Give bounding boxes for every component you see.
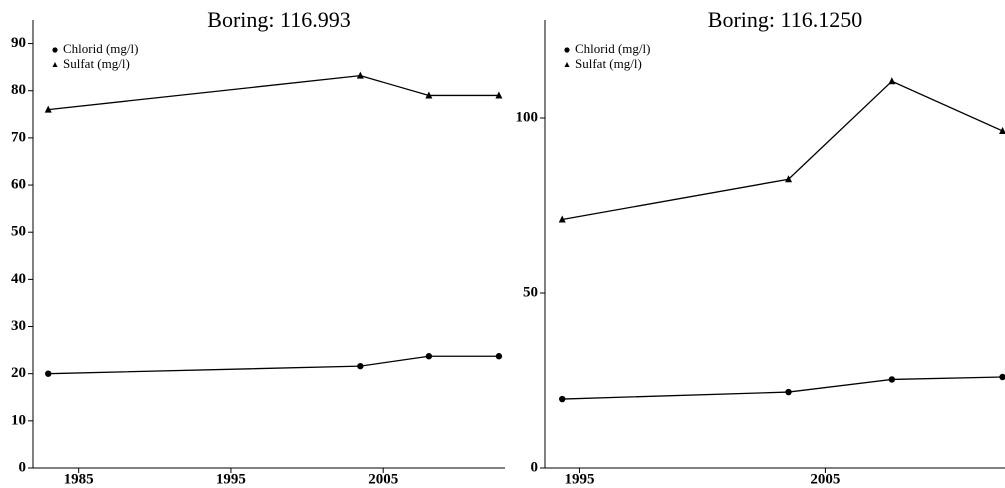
marker <box>356 71 364 79</box>
y-tick-label: 20 <box>11 365 26 381</box>
legend-symbol <box>564 62 570 67</box>
marker <box>785 388 792 396</box>
marker <box>495 91 503 99</box>
legend-symbol <box>52 62 58 67</box>
legend-symbol <box>52 47 58 53</box>
y-tick-label: 10 <box>11 412 26 428</box>
legend-label: Chlorid (mg/l) <box>575 41 650 56</box>
y-tick-label: 50 <box>523 284 538 300</box>
marker <box>357 362 364 370</box>
y-tick-label: 90 <box>11 35 26 51</box>
legend-label: Chlorid (mg/l) <box>63 41 138 56</box>
y-tick-label: 30 <box>11 318 26 334</box>
marker <box>495 353 503 360</box>
y-tick-label: 0 <box>19 459 27 475</box>
y-tick-label: 40 <box>11 271 26 287</box>
y-tick-label: 80 <box>11 82 26 98</box>
marker <box>559 395 566 403</box>
marker <box>999 373 1005 381</box>
y-tick-label: 50 <box>11 224 26 240</box>
marker <box>425 353 433 360</box>
legend-label: Sulfat (mg/l) <box>575 56 642 71</box>
y-tick-label: 100 <box>516 109 539 125</box>
x-tick-label: 1995 <box>216 471 246 487</box>
marker <box>425 91 433 99</box>
marker <box>45 370 52 377</box>
x-tick-label: 2005 <box>810 471 840 487</box>
legend-label: Sulfat (mg/l) <box>63 56 130 71</box>
y-tick-label: 0 <box>531 459 539 475</box>
chart-title: Boring: 116.993 <box>207 7 350 32</box>
chart-title: Boring: 116.1250 <box>708 7 862 32</box>
series-line <box>562 376 1003 400</box>
y-tick-label: 70 <box>11 129 26 145</box>
series-line <box>48 74 499 111</box>
series-line <box>48 355 499 375</box>
marker <box>999 126 1005 134</box>
marker <box>888 376 896 383</box>
marker <box>558 215 566 223</box>
x-tick-label: 1995 <box>564 471 594 487</box>
marker <box>785 175 793 183</box>
x-tick-label: 2005 <box>368 471 398 487</box>
legend-symbol <box>564 47 570 53</box>
marker <box>888 77 896 85</box>
marker <box>44 105 52 113</box>
y-tick-label: 60 <box>11 176 26 192</box>
series-line <box>562 80 1003 221</box>
x-tick-label: 1985 <box>64 471 94 487</box>
